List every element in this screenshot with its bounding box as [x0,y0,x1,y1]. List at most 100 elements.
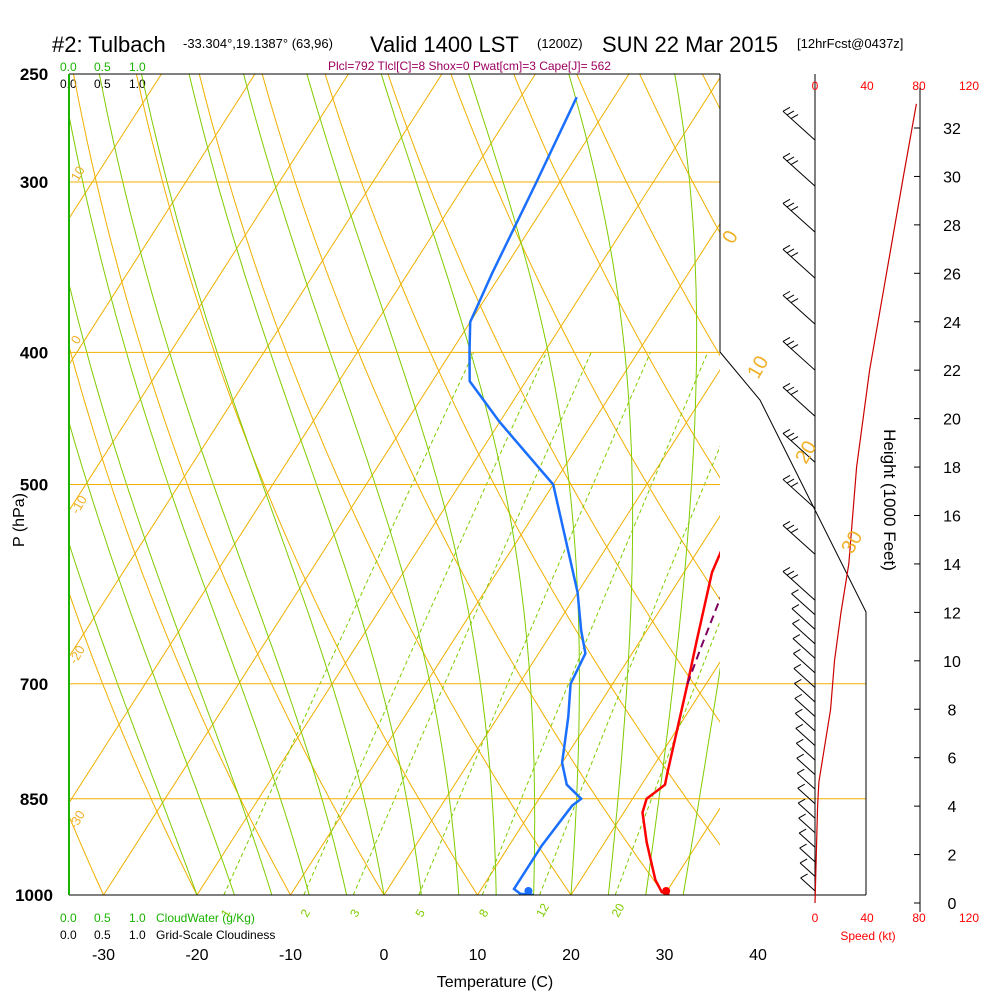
temp-tick-40: 40 [749,947,767,964]
height-axis-label: Height (1000 Feet) [880,429,899,571]
speed-bottom-tick-120: 120 [959,911,979,925]
temperature-axis-label: Temperature (C) [437,974,553,991]
cw-bottom-tick-1: 0.5 [94,911,111,925]
wind-barb-flag [782,336,791,342]
wind-barb-flag [796,738,804,744]
height-label-0: 0 [948,896,957,913]
wind-barb-flag [790,206,799,211]
wind-barb-flag [782,152,791,158]
wind-barb-flag [799,843,807,849]
speed-top-tick-80: 80 [912,79,926,93]
dry-adiabat-label: 10 [68,163,88,183]
moist-adiabat [98,74,348,895]
height-label-10: 10 [943,654,961,671]
mixing-ratio-label: 12 [533,901,552,920]
profile-curves [468,96,720,895]
wind-barb-flag [794,693,803,699]
wind-barb-flag [786,294,795,300]
wind-barb [799,862,816,877]
pressure-label-300: 300 [20,173,48,192]
wind-barb [791,593,816,616]
mixing-ratio-label: 2 [298,906,314,919]
wind-barb [794,697,816,717]
station-title: #2: Tulbach [52,32,166,57]
pressure-label-700: 700 [20,675,48,694]
indices-line: Plcl=792 Tlcl[C]=8 Shox=0 Pwat[cm]=3 Cap… [328,59,611,73]
cl-bottom-tick-1: 0.5 [94,928,111,942]
wind-barb-flag [797,798,806,804]
moist-adiabat [69,112,310,895]
isotherm-line [69,74,256,366]
pressure-label-850: 850 [20,790,48,809]
wind-barb [792,638,816,659]
height-label-8: 8 [948,702,957,719]
speed-bottom-tick-40: 40 [860,911,874,925]
wind-barb [794,712,816,732]
wind-barb [793,668,816,688]
wind-barb [792,623,816,645]
mixing-ratio-label: 20 [609,901,628,920]
utc-time: (1200Z) [537,36,583,51]
surface-dewpoint-marker [524,887,533,895]
dry-adiabat-label: 20 [791,437,821,467]
forecast-date: SUN 22 Mar 2015 [602,32,778,57]
station-coords: -33.304°,19.1387° (63,96) [183,36,333,51]
cw-top-tick-1: 0.5 [94,60,111,74]
isotherm-line [477,515,720,895]
wind-barb-flag [790,114,799,119]
wind-barb-flag [790,528,799,534]
moist-adiabat [758,74,930,895]
dry-adiabat [815,50,1000,924]
wind-barb [782,341,816,371]
wind-barb-flag [786,478,795,484]
moist-adiabat [306,74,497,895]
isobar-lines [69,73,866,896]
temp-tick-30: 30 [656,947,674,964]
moist-adiabat [568,74,634,895]
wind-barb-flag [790,574,799,580]
wind-barb [782,387,816,417]
dewpoint-line [468,96,587,895]
wind-speed-line [814,103,917,904]
wind-barb-flag [782,198,791,204]
temp-tick-10: 10 [469,947,487,964]
cw-top-tick-2: 1.0 [129,60,146,74]
bottom-cloud-scales: 0.0 0.5 1.0 CloudWater (g/Kg) 0.0 0.5 1.… [60,911,275,942]
temp-tick-20: 20 [562,947,580,964]
wind-barb-flag [793,664,802,669]
temp-tick--30: -30 [92,947,115,964]
dry-adiabat [135,74,479,895]
dry-adiabat-label: 30 [837,527,867,557]
height-label-2: 2 [948,848,957,865]
dry-adiabat [69,344,292,895]
dry-adiabat [198,74,572,895]
wind-barb-flag [786,340,795,346]
height-label-30: 30 [943,169,961,186]
wind-barb-flag [790,436,799,442]
wind-barb-flag [791,589,799,595]
wind-barb [796,772,816,790]
moist-adiabat [141,74,385,895]
wind-barb-flag [790,298,799,304]
cl-top-tick-2: 1.0 [129,77,146,91]
speed-bottom-tick-0: 0 [812,911,819,925]
dry-adiabat [324,74,720,846]
wind-barb [796,757,816,776]
wind-barb-flag [795,708,803,714]
cloudiness-label: Grid-Scale Cloudiness [156,928,275,942]
speed-bottom-tick-80: 80 [912,911,926,925]
mixing-ratio-line [481,352,709,895]
wind-barb [782,571,816,601]
height-label-4: 4 [948,799,957,816]
wind-barb-flag [786,570,795,576]
wind-barb [799,847,816,863]
dry-adiabat-label: 10 [743,352,773,382]
wind-barb-flag [792,619,800,624]
wind-barb [782,156,816,187]
height-label-28: 28 [943,218,961,235]
wind-barb-flag [798,828,807,834]
surface-temperature-marker [662,887,671,895]
wind-panel-boundary [719,351,867,895]
moist-adiabat [645,74,698,895]
